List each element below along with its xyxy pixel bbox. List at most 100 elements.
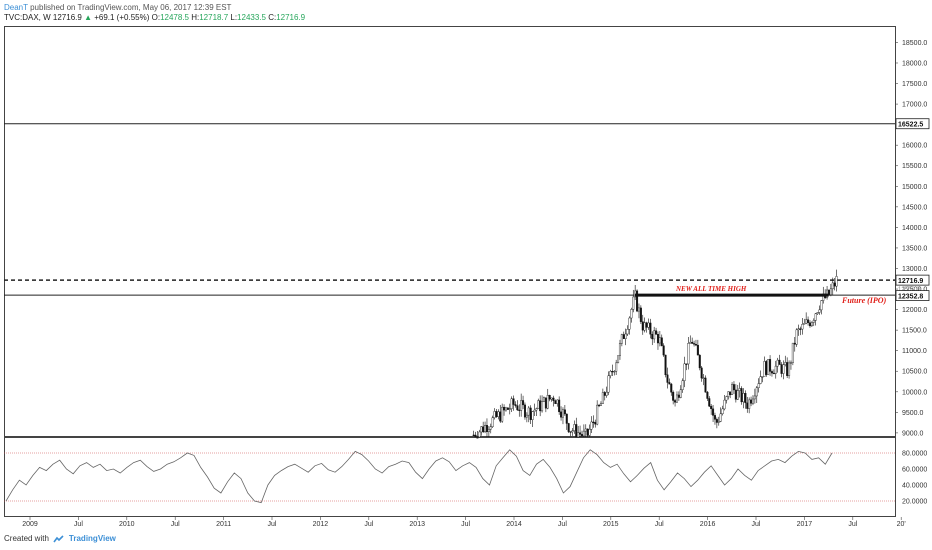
candle-up	[501, 406, 504, 422]
y-axis-tick-label: 15000.0	[902, 184, 927, 191]
candle-down	[563, 409, 566, 415]
candle-down	[668, 382, 671, 385]
x-axis-tick-label: Jul	[268, 521, 277, 528]
candle-up	[717, 421, 720, 423]
candle-up	[508, 408, 511, 410]
close-label: C:	[268, 13, 277, 22]
candle-down	[691, 341, 694, 344]
candle-up	[613, 371, 616, 373]
candle-up	[584, 428, 587, 432]
candle-down	[495, 411, 498, 417]
candle-up	[835, 276, 838, 287]
price-chart-pane[interactable]	[4, 26, 896, 437]
candle-down	[793, 342, 796, 345]
y-axis-tick-label: 12000.0	[902, 307, 927, 314]
candle-up	[607, 375, 610, 393]
candle-down	[693, 343, 696, 345]
candle-down	[575, 424, 578, 438]
candle-up	[829, 288, 832, 295]
candle-down	[666, 374, 669, 383]
candle-down	[674, 400, 677, 403]
candle-down	[827, 289, 830, 295]
candle-down	[740, 388, 743, 403]
candle-up	[599, 403, 602, 406]
candle-up	[831, 282, 834, 290]
y-axis-tick-label: 9000.0	[902, 430, 924, 437]
tradingview-brand[interactable]: TradingView	[68, 534, 116, 543]
price-tag-12352: 12352.8	[898, 294, 923, 301]
candle-up	[757, 383, 760, 389]
candle-up	[776, 359, 779, 367]
candle-down	[670, 383, 673, 393]
candle-down	[512, 398, 515, 405]
candle-down	[552, 397, 555, 401]
candle-up	[596, 404, 599, 425]
candle-up	[601, 392, 604, 404]
candle-down	[833, 282, 836, 287]
candle-down	[696, 344, 699, 356]
candle-down	[651, 333, 654, 340]
candle-up	[550, 397, 553, 400]
candle-down	[765, 361, 768, 375]
candle-up	[533, 409, 536, 412]
candle-up	[812, 320, 815, 323]
published-text: published on TradingView.com, May 06, 20…	[30, 3, 232, 12]
candle-up	[620, 334, 623, 344]
x-axis-tick-label: Jul	[171, 521, 180, 528]
candle-down	[548, 394, 551, 400]
candle-up	[497, 411, 500, 417]
candle-up	[615, 362, 618, 372]
candle-down	[649, 322, 652, 335]
candle-down	[586, 428, 589, 436]
x-axis-tick-label: 2016	[700, 521, 716, 528]
x-axis-tick-label: Jul	[655, 521, 664, 528]
candle-up	[759, 376, 762, 384]
candle-up	[723, 399, 726, 410]
y-axis-tick-label: 16000.0	[902, 143, 927, 150]
candle-down	[786, 362, 789, 376]
candle-down	[580, 434, 583, 437]
candle-up	[542, 397, 545, 402]
author-link[interactable]: DeanT	[4, 3, 28, 12]
x-axis-tick-label: 2013	[409, 521, 425, 528]
candle-down	[772, 372, 775, 375]
candle-up	[647, 322, 650, 328]
candle-down	[700, 367, 703, 379]
candle-up	[605, 391, 608, 396]
candle-down	[579, 432, 582, 435]
candle-down	[518, 409, 521, 411]
rsi-axis-tick-label: 80.0000	[902, 451, 927, 458]
candle-up	[727, 391, 730, 397]
open-value: 12478.5	[160, 13, 189, 22]
candle-down	[799, 328, 802, 330]
candle-down	[656, 334, 659, 344]
y-axis-tick-label: 12500.0	[902, 287, 927, 294]
price-tag-last-box	[895, 274, 930, 286]
candle-down	[560, 411, 563, 418]
publish-info: DeanT published on TradingView.com, May …	[4, 3, 231, 12]
candle-up	[556, 399, 559, 404]
low-value: 12433.5	[237, 13, 266, 22]
candle-down	[660, 337, 663, 346]
candle-down	[522, 400, 525, 406]
candle-down	[708, 398, 711, 407]
candle-up	[725, 396, 728, 401]
candle-up	[738, 388, 741, 391]
candle-down	[603, 392, 606, 396]
candle-up	[546, 394, 549, 409]
rsi-axis-tick-label: 20.0000	[902, 499, 927, 506]
candle-down	[558, 399, 561, 413]
candle-up	[626, 329, 629, 335]
candle-down	[729, 391, 732, 396]
high-value: 12718.7	[199, 13, 229, 22]
candle-down	[506, 407, 509, 410]
y-axis-tick-label: 9500.0	[902, 410, 924, 417]
x-axis-tick-label: 2015	[603, 521, 619, 528]
symbol-legend: TVC:DAX, W 12716.9 ▲ +69.1 (+0.55%) O:12…	[4, 13, 305, 22]
candle-down	[569, 431, 572, 433]
candle-up	[571, 430, 574, 433]
candle-down	[698, 354, 701, 369]
candle-up	[504, 407, 507, 411]
candle-up	[573, 424, 576, 431]
